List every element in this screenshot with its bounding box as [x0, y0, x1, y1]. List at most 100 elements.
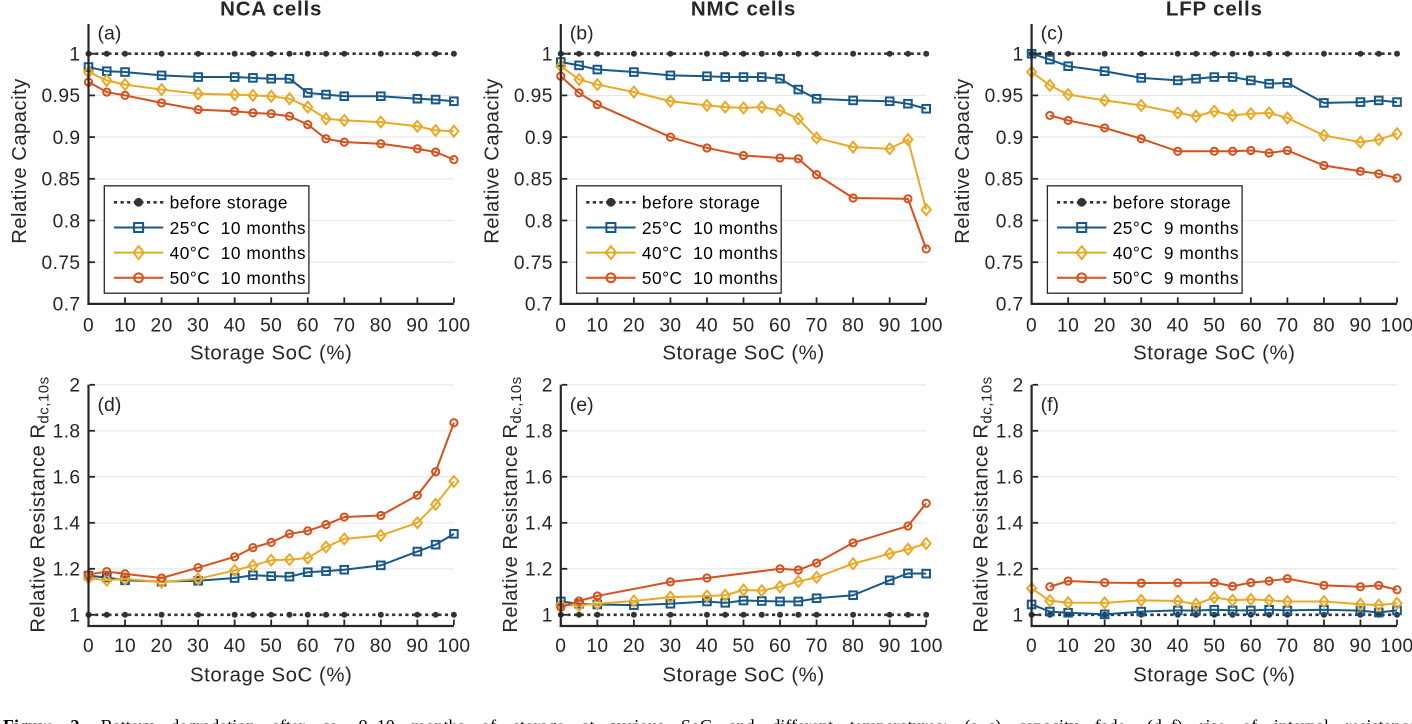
- svg-text:0: 0: [83, 315, 94, 336]
- svg-text:0.95: 0.95: [42, 86, 81, 107]
- svg-text:Relative Capacity: Relative Capacity: [481, 78, 503, 244]
- svg-text:50: 50: [260, 636, 282, 657]
- svg-text:20: 20: [1094, 315, 1116, 336]
- svg-text:70: 70: [1276, 636, 1298, 657]
- svg-text:NMC cells: NMC cells: [691, 0, 796, 21]
- svg-text:(b): (b): [570, 22, 594, 44]
- svg-text:0.7: 0.7: [996, 295, 1024, 316]
- svg-text:40°C 10 months: 40°C 10 months: [170, 243, 306, 263]
- svg-text:40: 40: [224, 636, 246, 657]
- svg-text:20: 20: [623, 636, 645, 657]
- svg-text:0.85: 0.85: [985, 170, 1024, 191]
- svg-text:1: 1: [542, 606, 553, 627]
- svg-text:1.6: 1.6: [996, 468, 1024, 489]
- svg-text:40: 40: [1167, 315, 1189, 336]
- svg-text:40: 40: [696, 315, 718, 336]
- svg-text:0.8: 0.8: [996, 211, 1024, 232]
- svg-text:50: 50: [732, 315, 754, 336]
- svg-text:100: 100: [910, 315, 943, 336]
- svg-text:(e): (e): [570, 394, 594, 416]
- svg-text:(c): (c): [1041, 22, 1064, 44]
- svg-text:20: 20: [623, 315, 645, 336]
- svg-text:Storage SoC (%): Storage SoC (%): [1133, 342, 1295, 364]
- svg-text:2: 2: [1013, 376, 1024, 397]
- svg-text:Relative Capacity: Relative Capacity: [9, 78, 31, 244]
- svg-text:0: 0: [555, 315, 566, 336]
- svg-text:50: 50: [1203, 315, 1225, 336]
- svg-text:before storage: before storage: [1113, 193, 1231, 213]
- svg-text:80: 80: [370, 636, 392, 657]
- svg-text:60: 60: [297, 636, 319, 657]
- svg-text:(a): (a): [98, 22, 122, 44]
- svg-text:70: 70: [806, 636, 828, 657]
- svg-text:90: 90: [406, 636, 428, 657]
- svg-text:0: 0: [555, 636, 566, 657]
- svg-text:1.8: 1.8: [996, 422, 1024, 443]
- svg-text:25°C 9 months: 25°C 9 months: [1113, 218, 1239, 238]
- svg-text:10: 10: [114, 636, 136, 657]
- svg-text:90: 90: [1349, 315, 1371, 336]
- svg-text:LFP cells: LFP cells: [1166, 0, 1263, 21]
- svg-text:100: 100: [437, 315, 470, 336]
- svg-text:100: 100: [1380, 315, 1412, 336]
- svg-text:50°C 10 months: 50°C 10 months: [170, 268, 306, 288]
- svg-text:1: 1: [542, 45, 553, 66]
- svg-text:30: 30: [1130, 315, 1152, 336]
- svg-text:Storage SoC (%): Storage SoC (%): [1133, 665, 1295, 687]
- svg-text:10: 10: [586, 636, 608, 657]
- svg-text:70: 70: [806, 315, 828, 336]
- svg-text:50°C 9 months: 50°C 9 months: [1113, 268, 1239, 288]
- svg-text:60: 60: [1240, 315, 1262, 336]
- svg-text:80: 80: [370, 315, 392, 336]
- svg-text:100: 100: [437, 636, 470, 657]
- svg-text:70: 70: [333, 636, 355, 657]
- svg-text:60: 60: [769, 636, 791, 657]
- svg-text:1.2: 1.2: [996, 560, 1024, 581]
- svg-text:20: 20: [151, 315, 173, 336]
- svg-text:10: 10: [586, 315, 608, 336]
- svg-text:30: 30: [659, 636, 681, 657]
- svg-text:0.85: 0.85: [42, 170, 81, 191]
- svg-text:0.75: 0.75: [985, 253, 1024, 274]
- svg-text:0.75: 0.75: [42, 253, 81, 274]
- svg-text:90: 90: [406, 315, 428, 336]
- svg-text:10: 10: [114, 315, 136, 336]
- svg-text:40°C 9 months: 40°C 9 months: [1113, 243, 1239, 263]
- svg-text:40: 40: [696, 636, 718, 657]
- svg-text:0.8: 0.8: [53, 211, 81, 232]
- svg-text:1: 1: [69, 45, 80, 66]
- svg-text:50: 50: [732, 636, 754, 657]
- svg-text:40°C 10 months: 40°C 10 months: [642, 243, 778, 263]
- svg-text:0.9: 0.9: [53, 128, 81, 149]
- svg-text:Storage SoC (%): Storage SoC (%): [190, 665, 352, 687]
- svg-text:70: 70: [333, 315, 355, 336]
- svg-text:0.95: 0.95: [514, 86, 553, 107]
- svg-text:10: 10: [1057, 636, 1079, 657]
- svg-text:60: 60: [769, 315, 791, 336]
- svg-text:25°C 10 months: 25°C 10 months: [642, 218, 778, 238]
- svg-text:10: 10: [1057, 315, 1079, 336]
- svg-text:70: 70: [1276, 315, 1298, 336]
- svg-text:30: 30: [659, 315, 681, 336]
- svg-text:(d): (d): [98, 394, 122, 416]
- svg-text:Storage SoC (%): Storage SoC (%): [662, 342, 824, 364]
- svg-text:30: 30: [187, 315, 209, 336]
- svg-text:90: 90: [1349, 636, 1371, 657]
- svg-text:20: 20: [151, 636, 173, 657]
- svg-text:80: 80: [1313, 636, 1335, 657]
- svg-text:0.95: 0.95: [985, 86, 1024, 107]
- svg-text:20: 20: [1094, 636, 1116, 657]
- svg-text:50: 50: [1203, 636, 1225, 657]
- svg-text:0.9: 0.9: [996, 128, 1024, 149]
- svg-text:0.7: 0.7: [525, 295, 553, 316]
- svg-text:30: 30: [1130, 636, 1152, 657]
- svg-text:1.8: 1.8: [53, 422, 81, 443]
- svg-text:90: 90: [879, 636, 901, 657]
- svg-text:0.8: 0.8: [525, 211, 553, 232]
- svg-text:100: 100: [1380, 636, 1412, 657]
- svg-text:1.2: 1.2: [525, 560, 553, 581]
- svg-text:0: 0: [83, 636, 94, 657]
- svg-text:0: 0: [1026, 315, 1037, 336]
- svg-text:Storage SoC (%): Storage SoC (%): [190, 342, 352, 364]
- svg-text:50°C 10 months: 50°C 10 months: [642, 268, 778, 288]
